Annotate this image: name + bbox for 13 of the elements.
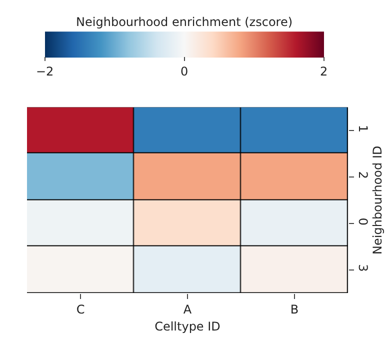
color-bar-label: −2 bbox=[36, 64, 54, 78]
color-bar-label: 2 bbox=[320, 64, 328, 78]
y-axis-title: Neighbourhood ID bbox=[370, 146, 385, 254]
color-bar-label: 0 bbox=[180, 64, 188, 78]
color-bar-title: Neighbourhood enrichment (zscore) bbox=[76, 15, 293, 30]
y-tick-label: 3 bbox=[356, 264, 370, 272]
y-tick-label: 0 bbox=[356, 218, 370, 226]
x-tick-label: C bbox=[76, 302, 85, 316]
x-tick-label: A bbox=[183, 302, 192, 316]
y-tick-label: 2 bbox=[356, 171, 370, 179]
x-axis-title: Celltype ID bbox=[154, 319, 220, 334]
y-tick-label: 1 bbox=[356, 124, 370, 132]
x-tick-label: B bbox=[290, 302, 299, 316]
